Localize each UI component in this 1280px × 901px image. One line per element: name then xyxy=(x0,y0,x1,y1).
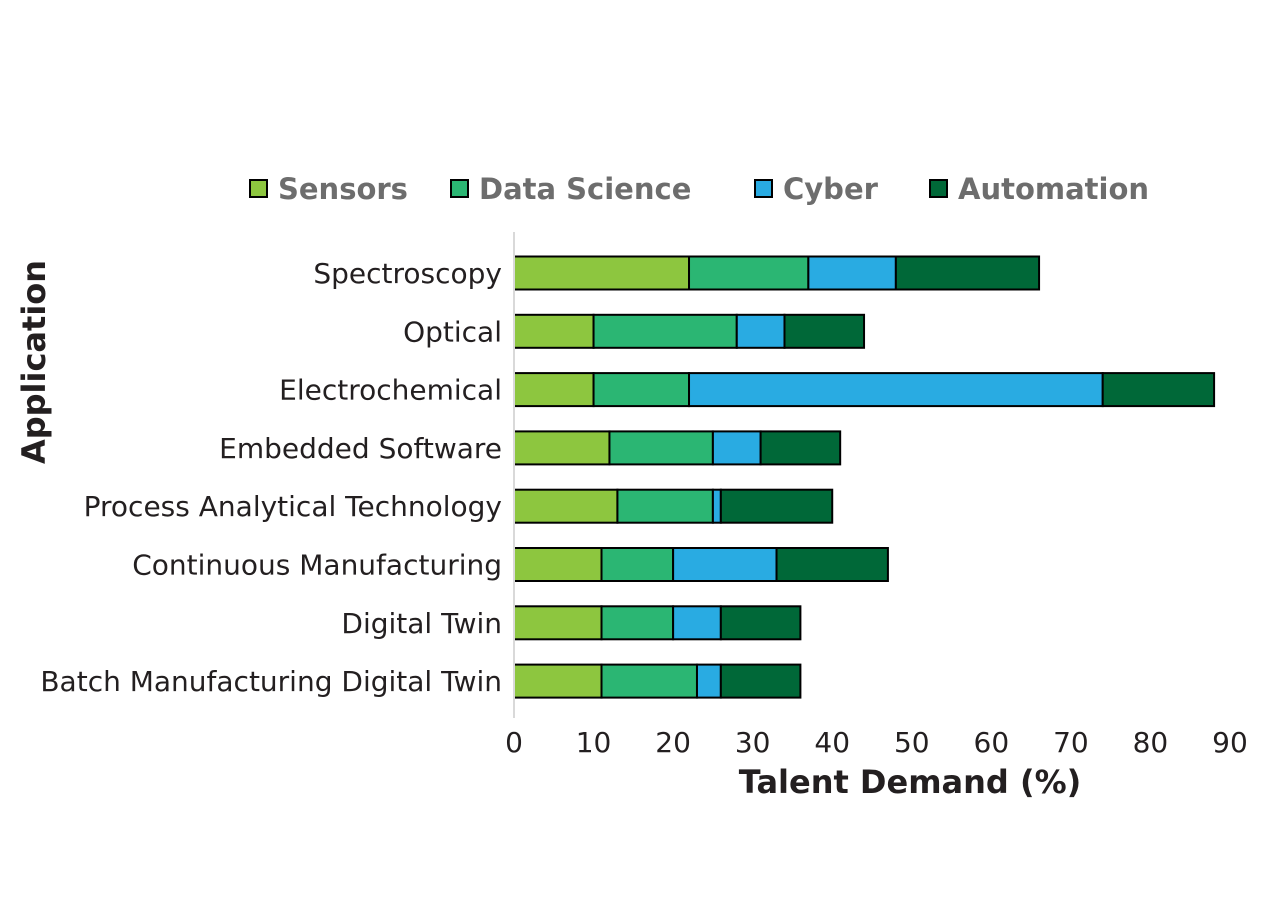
legend-label-sensors: Sensors xyxy=(278,172,408,206)
legend-swatch-sensors xyxy=(249,179,268,198)
bar-electrochemical-automation xyxy=(1101,372,1216,408)
legend-swatch-data-science xyxy=(450,179,469,198)
bar-digital-twin-automation xyxy=(719,605,802,641)
bar-spectroscopy-data-science xyxy=(688,255,810,291)
category-label-embedded-software: Embedded Software xyxy=(219,432,502,465)
bar-digital-twin-data-science xyxy=(600,605,675,641)
bars xyxy=(513,255,1216,699)
x-tick-20: 20 xyxy=(655,726,691,759)
category-label-batch-manufacturing-digital-twin: Batch Manufacturing Digital Twin xyxy=(40,665,502,698)
bar-embedded-software-automation xyxy=(759,430,842,466)
category-label-continuous-manufacturing: Continuous Manufacturing xyxy=(132,549,502,582)
x-tick-50: 50 xyxy=(894,726,930,759)
bar-embedded-software-sensors xyxy=(513,430,611,466)
bar-process-analytical-technology-automation xyxy=(719,488,834,524)
bar-electrochemical-data-science xyxy=(592,372,691,408)
legend-swatch-automation xyxy=(929,179,948,198)
bar-batch-manufacturing-digital-twin-automation xyxy=(719,663,802,699)
category-label-digital-twin: Digital Twin xyxy=(341,607,502,640)
bar-spectroscopy-cyber xyxy=(807,255,897,291)
bar-digital-twin-cyber xyxy=(672,605,722,641)
bar-spectroscopy-automation xyxy=(894,255,1041,291)
category-labels: Spectroscopy Optical Electrochemical Embedd… xyxy=(40,257,502,698)
x-tick-40: 40 xyxy=(814,726,850,759)
bar-process-analytical-technology-cyber xyxy=(711,488,722,524)
bar-process-analytical-technology-sensors xyxy=(513,488,619,524)
bar-optical-sensors xyxy=(513,313,595,349)
x-tick-60: 60 xyxy=(974,726,1010,759)
x-tick-30: 30 xyxy=(735,726,771,759)
bar-spectroscopy-sensors xyxy=(513,255,691,291)
bar-embedded-software-data-science xyxy=(608,430,714,466)
bar-continuous-manufacturing-cyber xyxy=(672,547,778,582)
x-tick-70: 70 xyxy=(1053,726,1089,759)
x-tick-80: 80 xyxy=(1133,726,1169,759)
y-axis-title: Application xyxy=(15,260,53,464)
x-axis-title: Talent Demand (%) xyxy=(739,763,1082,801)
legend-label-automation: Automation xyxy=(958,172,1149,206)
legend-label-data-science: Data Science xyxy=(479,172,691,206)
x-tick-labels: 0 10 20 30 40 50 60 70 80 90 xyxy=(505,726,1248,759)
x-tick-0: 0 xyxy=(505,726,523,759)
bar-optical-automation xyxy=(783,313,866,349)
bar-digital-twin-sensors xyxy=(513,605,603,641)
bar-continuous-manufacturing-automation xyxy=(775,547,889,582)
x-tick-10: 10 xyxy=(576,726,612,759)
legend-label-cyber: Cyber xyxy=(783,172,879,206)
category-label-electrochemical: Electrochemical xyxy=(279,374,502,407)
bar-optical-cyber xyxy=(735,313,786,349)
bar-continuous-manufacturing-data-science xyxy=(600,547,675,582)
bar-embedded-software-cyber xyxy=(711,430,762,466)
category-label-spectroscopy: Spectroscopy xyxy=(313,257,502,290)
category-label-process-analytical-technology: Process Analytical Technology xyxy=(84,490,502,523)
x-tick-90: 90 xyxy=(1212,726,1248,759)
legend: Sensors Data Science Cyber Automation xyxy=(249,172,1149,206)
bar-batch-manufacturing-digital-twin-data-science xyxy=(600,663,698,699)
bar-batch-manufacturing-digital-twin-cyber xyxy=(695,663,722,699)
bar-continuous-manufacturing-sensors xyxy=(513,547,603,582)
bar-electrochemical-cyber xyxy=(688,372,1104,408)
category-label-optical: Optical xyxy=(403,315,502,348)
bar-batch-manufacturing-digital-twin-sensors xyxy=(513,663,603,699)
bar-optical-data-science xyxy=(592,313,738,349)
legend-swatch-cyber xyxy=(754,179,773,198)
bar-electrochemical-sensors xyxy=(513,372,595,408)
bar-process-analytical-technology-data-science xyxy=(616,488,714,524)
